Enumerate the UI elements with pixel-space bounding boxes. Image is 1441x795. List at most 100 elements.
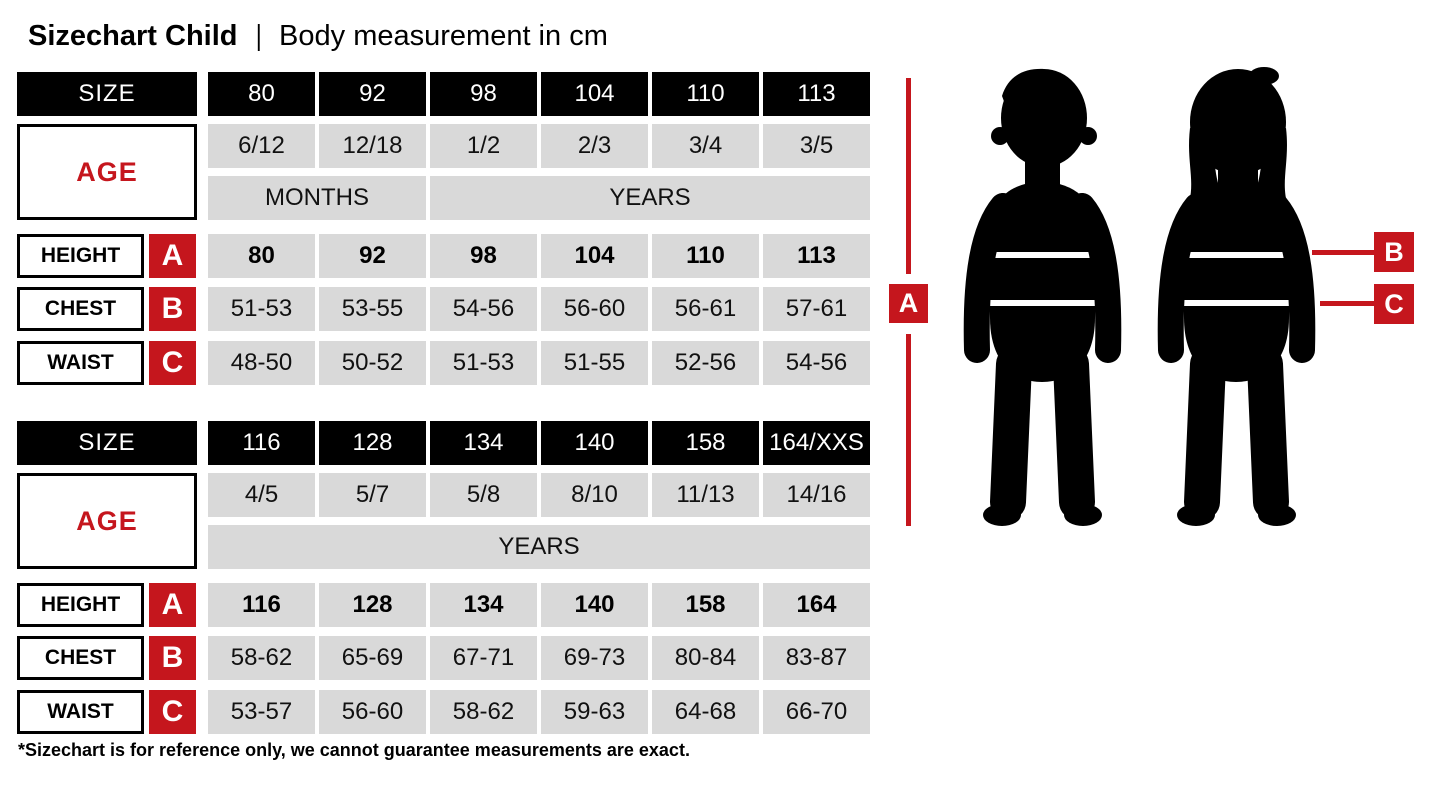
- height-cell: 92: [319, 234, 426, 278]
- age-cell: 14/16: [763, 473, 870, 517]
- marker-c-key: C: [149, 690, 196, 734]
- age-values-row: 4/5 5/7 5/8 8/10 11/13 14/16: [208, 473, 877, 517]
- chest-cell: 54-56: [430, 287, 537, 331]
- age-cell: 6/12: [208, 124, 315, 168]
- height-cell: 140: [541, 583, 648, 627]
- marker-b-key: B: [149, 287, 196, 331]
- height-cell: 164: [763, 583, 870, 627]
- age-cell: 2/3: [541, 124, 648, 168]
- marker-c-key: C: [149, 341, 196, 385]
- sizechart-table-large: AGE SIZE 116 128 134 140 158 164/XXS 4/5…: [17, 421, 877, 742]
- waist-cell: 52-56: [652, 341, 759, 385]
- height-row: HEIGHT A 116 128 134 140 158 164: [17, 583, 877, 627]
- age-units-row: MONTHS YEARS: [208, 176, 877, 220]
- size-cell: 158: [652, 421, 759, 465]
- size-cell: 164/XXS: [763, 421, 870, 465]
- page-title-main: Sizechart Child: [28, 20, 238, 52]
- age-cell: 1/2: [430, 124, 537, 168]
- chest-cell: 51-53: [208, 287, 315, 331]
- page-title: Sizechart Child | Body measurement in cm: [28, 20, 608, 53]
- age-cell: 4/5: [208, 473, 315, 517]
- height-cell: 110: [652, 234, 759, 278]
- size-cell: 140: [541, 421, 648, 465]
- height-cell: 128: [319, 583, 426, 627]
- chest-row: CHEST B 58-62 65-69 67-71 69-73 80-84 83…: [17, 636, 877, 680]
- chest-cell: 67-71: [430, 636, 537, 680]
- waist-label: WAIST: [17, 341, 144, 385]
- height-label: HEIGHT: [17, 583, 144, 627]
- waist-cell: 53-57: [208, 690, 315, 734]
- age-cell: 3/4: [652, 124, 759, 168]
- chest-cell: 53-55: [319, 287, 426, 331]
- girl-silhouette: [1144, 66, 1329, 532]
- sizechart-table-small: AGE SIZE 80 92 98 104 110 113 6/12 12/18…: [17, 72, 877, 393]
- height-label: HEIGHT: [17, 234, 144, 278]
- size-header: SIZE: [17, 421, 197, 465]
- waist-cell: 59-63: [541, 690, 648, 734]
- chest-measure-line: [1312, 250, 1376, 255]
- age-cell: 11/13: [652, 473, 759, 517]
- chest-cell: 80-84: [652, 636, 759, 680]
- size-cell: 98: [430, 72, 537, 116]
- waist-cell: 64-68: [652, 690, 759, 734]
- size-cell: 110: [652, 72, 759, 116]
- months-span-cell: MONTHS: [208, 176, 426, 220]
- waist-cell: 58-62: [430, 690, 537, 734]
- marker-a-badge: A: [889, 284, 928, 323]
- age-label: AGE: [76, 156, 138, 187]
- age-cell: 8/10: [541, 473, 648, 517]
- chest-cell: 58-62: [208, 636, 315, 680]
- height-cell: 104: [541, 234, 648, 278]
- disclaimer-footnote: *Sizechart is for reference only, we can…: [18, 740, 690, 760]
- size-cell: 116: [208, 421, 315, 465]
- age-label: AGE: [76, 505, 138, 536]
- chest-cell: 65-69: [319, 636, 426, 680]
- height-cell: 158: [652, 583, 759, 627]
- marker-b-badge: B: [1374, 232, 1414, 272]
- size-cell: 80: [208, 72, 315, 116]
- marker-a-key: A: [149, 234, 196, 278]
- waist-cell: 48-50: [208, 341, 315, 385]
- size-cell: 128: [319, 421, 426, 465]
- height-cell: 98: [430, 234, 537, 278]
- size-row: SIZE 116 128 134 140 158 164/XXS: [17, 421, 877, 465]
- age-units-row: YEARS: [208, 525, 877, 569]
- chest-label: CHEST: [17, 636, 144, 680]
- marker-b-key: B: [149, 636, 196, 680]
- height-cell: 80: [208, 234, 315, 278]
- age-cell: 3/5: [763, 124, 870, 168]
- height-measure-line-top: [906, 78, 911, 274]
- height-row: HEIGHT A 80 92 98 104 110 113: [17, 234, 877, 278]
- waist-row: WAIST C 53-57 56-60 58-62 59-63 64-68 66…: [17, 690, 877, 734]
- marker-a-key: A: [149, 583, 196, 627]
- waist-cell: 66-70: [763, 690, 870, 734]
- years-span-cell: YEARS: [430, 176, 870, 220]
- chest-cell: 83-87: [763, 636, 870, 680]
- age-cell: 12/18: [319, 124, 426, 168]
- waist-row: WAIST C 48-50 50-52 51-53 51-55 52-56 54…: [17, 341, 877, 385]
- size-header: SIZE: [17, 72, 197, 116]
- height-cell: 116: [208, 583, 315, 627]
- waist-cell: 56-60: [319, 690, 426, 734]
- age-cell: 5/8: [430, 473, 537, 517]
- age-values-row: 6/12 12/18 1/2 2/3 3/4 3/5: [208, 124, 877, 168]
- size-cell: 134: [430, 421, 537, 465]
- chest-row: CHEST B 51-53 53-55 54-56 56-60 56-61 57…: [17, 287, 877, 331]
- age-cell: 5/7: [319, 473, 426, 517]
- boy-silhouette: [950, 66, 1135, 532]
- waist-label: WAIST: [17, 690, 144, 734]
- marker-c-badge: C: [1374, 284, 1414, 324]
- size-cell: 104: [541, 72, 648, 116]
- chest-cell: 56-61: [652, 287, 759, 331]
- years-span-cell: YEARS: [208, 525, 870, 569]
- age-label-box: AGE: [17, 473, 197, 569]
- size-cell: 92: [319, 72, 426, 116]
- title-separator: |: [255, 20, 262, 52]
- height-measure-line-bottom: [906, 334, 911, 526]
- size-row: SIZE 80 92 98 104 110 113: [17, 72, 877, 116]
- chest-cell: 57-61: [763, 287, 870, 331]
- size-cell: 113: [763, 72, 870, 116]
- chest-cell: 69-73: [541, 636, 648, 680]
- waist-measure-line: [1320, 301, 1376, 306]
- chest-label: CHEST: [17, 287, 144, 331]
